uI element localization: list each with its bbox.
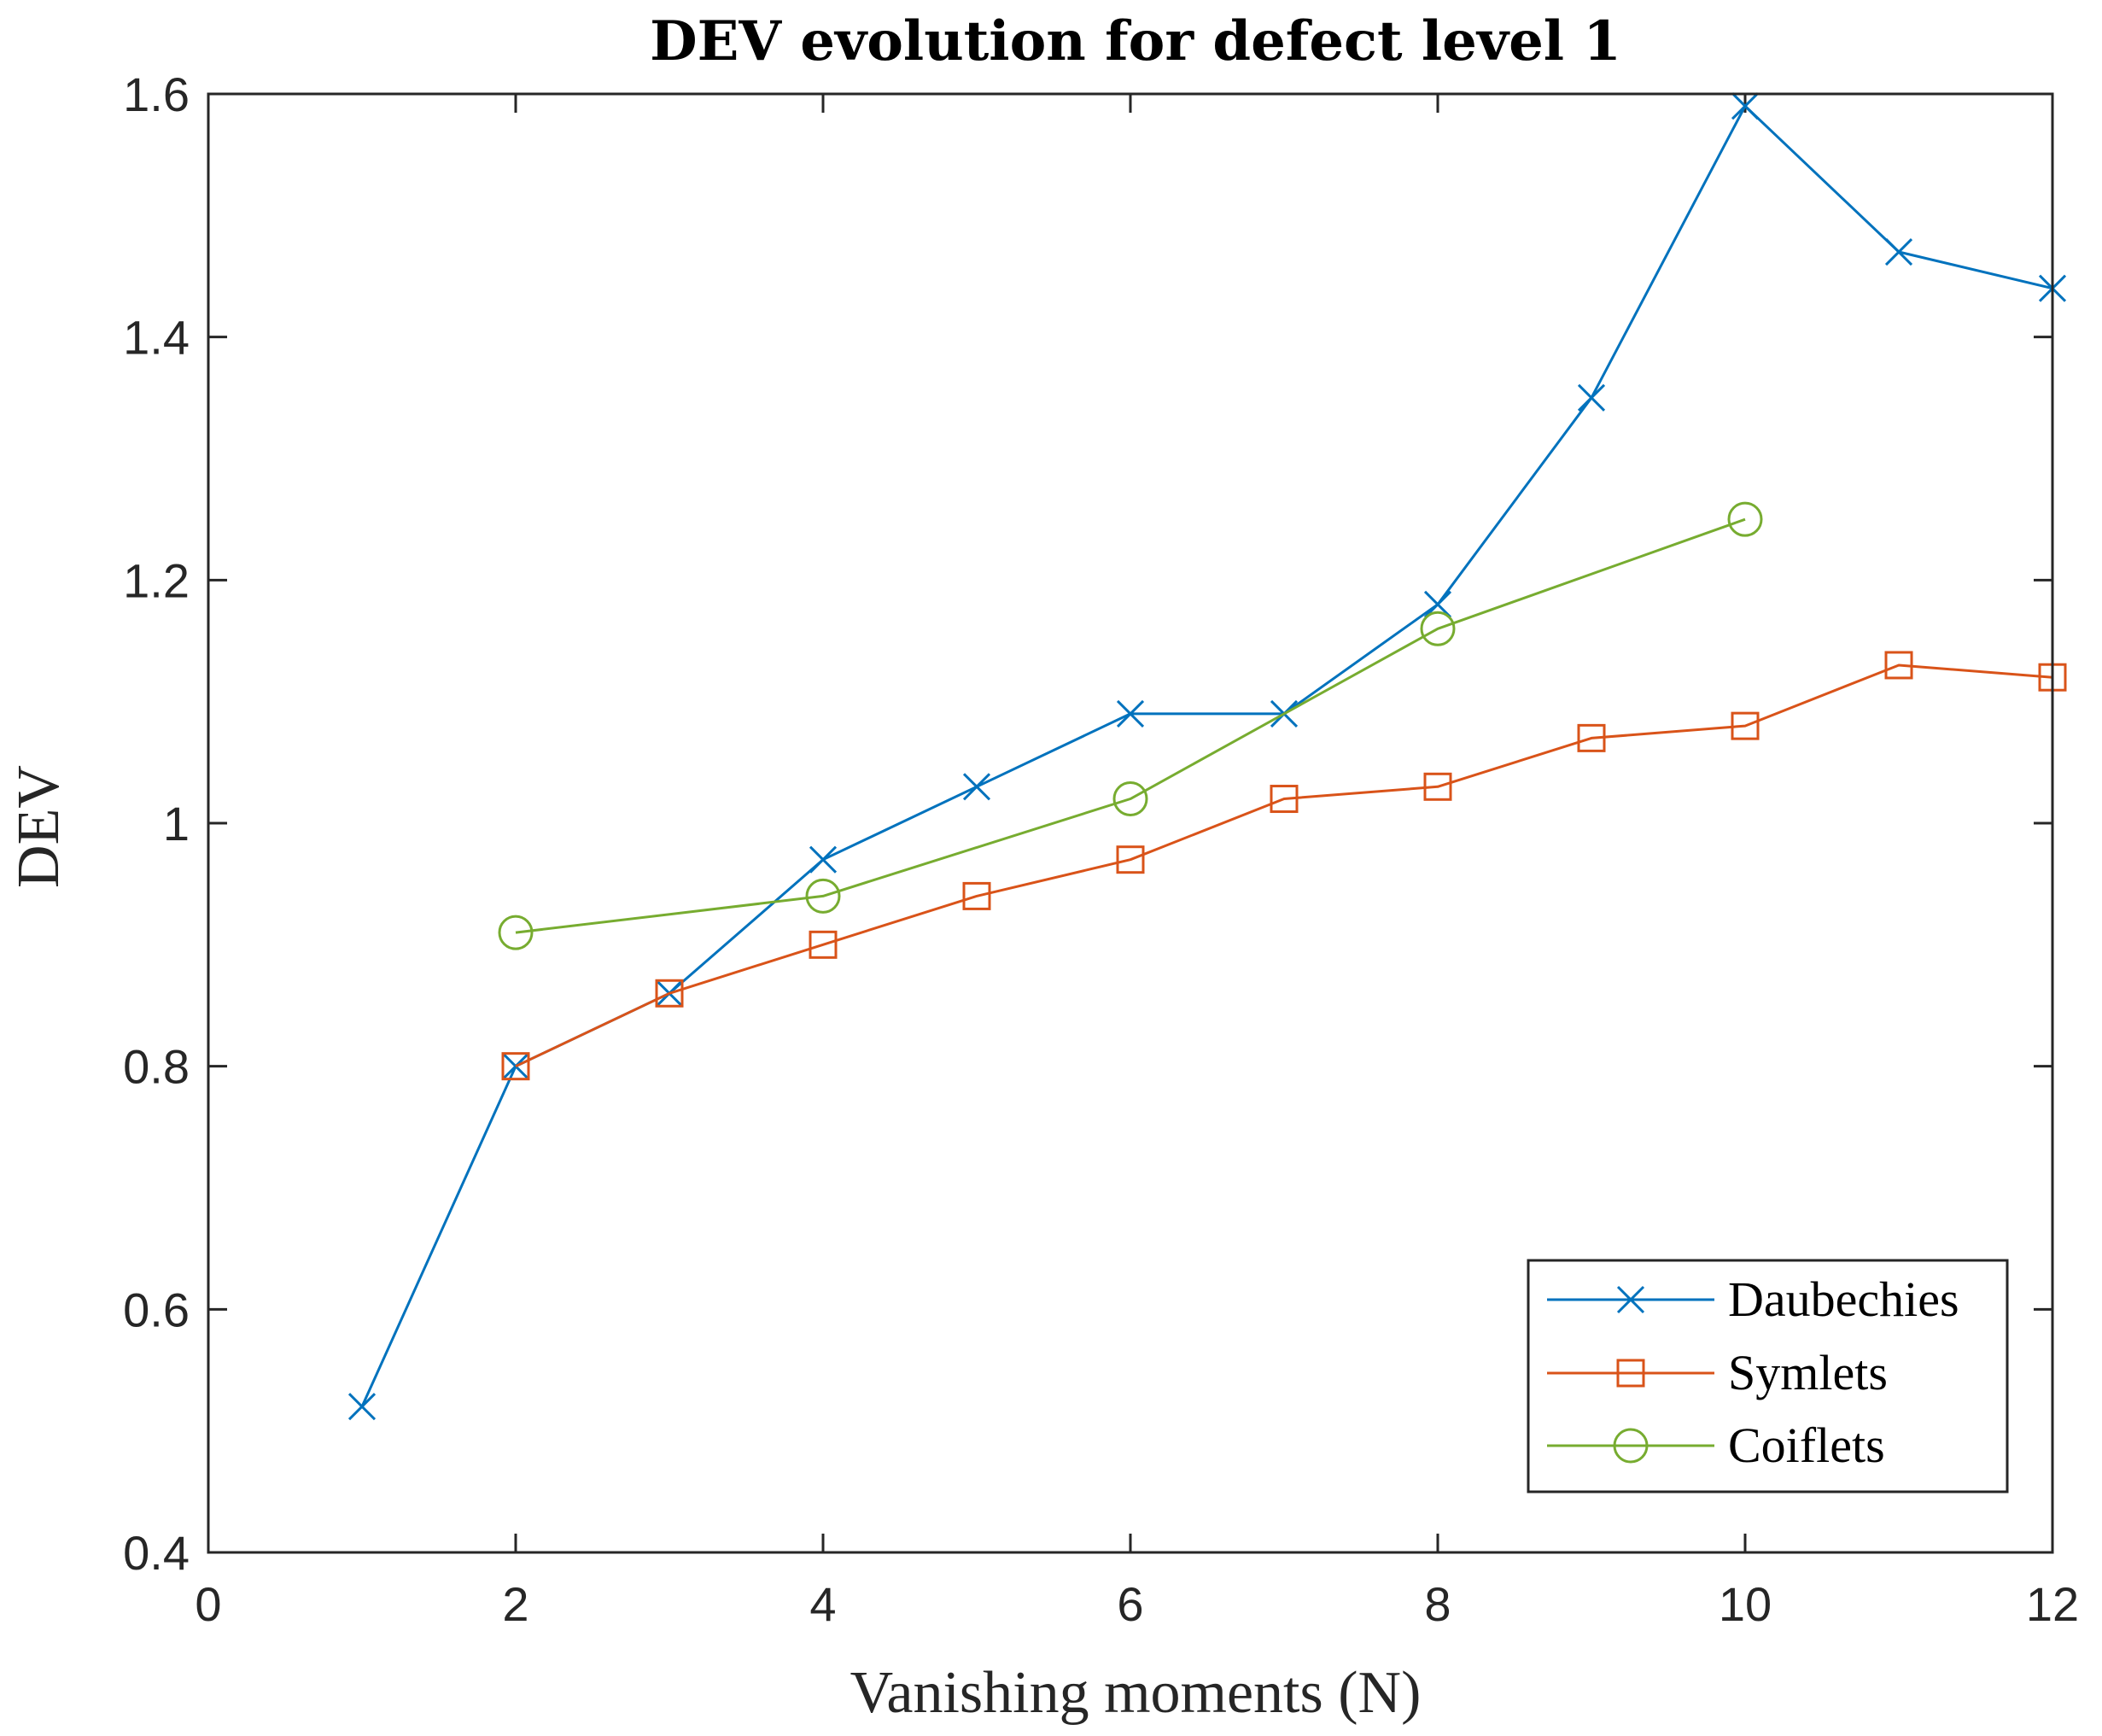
- x-tick-label: 4: [809, 1577, 836, 1631]
- y-tick-label: 1: [163, 797, 190, 850]
- legend-label-coiflets: Coiflets: [1728, 1417, 1885, 1473]
- x-marker-stroke: [1423, 590, 1452, 618]
- square-marker: [1731, 711, 1760, 740]
- x-marker-stroke: [962, 773, 991, 801]
- x-marker: [1884, 237, 1913, 266]
- chart-title: DEV evolution for defect level 1: [650, 9, 1621, 73]
- axis-ticks: 0 2 4 6 8 10 12 0.4 0.6 0.8 1 1.2 1.4 1.6: [123, 67, 2079, 1631]
- square-marker: [809, 930, 838, 959]
- square-marker: [655, 979, 684, 1008]
- square-marker: [501, 1052, 530, 1081]
- x-marker-stroke: [347, 1393, 377, 1421]
- plot-area-frame: [207, 92, 2054, 1554]
- x-marker: [1577, 383, 1606, 412]
- square-marker: [962, 881, 991, 910]
- x-marker-stroke: [1731, 92, 1760, 120]
- x-marker-stroke: [1884, 237, 1913, 266]
- circle-marker: [1613, 1428, 1649, 1464]
- legend: Daubechies Symlets Coiflets: [1527, 1259, 2009, 1493]
- x-tick-label: 0: [195, 1577, 221, 1631]
- square-marker: [1884, 651, 1913, 680]
- legend-x-marker: [1616, 1285, 1645, 1314]
- legend-entry-coiflets: Coiflets: [1547, 1417, 1885, 1473]
- circle-marker: [1727, 501, 1763, 537]
- series-line-symlets: [515, 663, 2053, 1068]
- circle-marker: [1420, 611, 1456, 646]
- x-marker: [1731, 92, 1760, 120]
- square-marker: [1116, 845, 1145, 874]
- y-tick-label: 0.4: [123, 1526, 190, 1580]
- x-tick-label: 12: [2026, 1577, 2079, 1631]
- x-tick-label: 2: [502, 1577, 528, 1631]
- x-marker: [1116, 699, 1145, 728]
- legend-label-daubechies: Daubechies: [1728, 1271, 1959, 1327]
- circle-marker: [1112, 781, 1148, 817]
- legend-label-symlets: Symlets: [1728, 1345, 1888, 1400]
- y-tick-label: 1.6: [123, 67, 190, 121]
- series-line-coiflets: [515, 517, 1746, 934]
- y-tick-label: 0.8: [123, 1040, 190, 1094]
- x-tick-label: 10: [1719, 1577, 1772, 1631]
- x-marker: [809, 845, 838, 874]
- series-coiflets: [498, 501, 1763, 950]
- x-marker: [1423, 590, 1452, 618]
- square-marker: [1616, 1359, 1645, 1388]
- square-marker: [1423, 772, 1452, 801]
- y-tick-label: 1.2: [123, 553, 190, 607]
- series-layer: [347, 92, 2067, 1421]
- x-axis-label: Vanishing moments (N): [850, 1660, 1422, 1726]
- x-marker-stroke: [1116, 699, 1145, 728]
- square-marker: [1577, 723, 1606, 752]
- x-marker: [962, 773, 991, 801]
- x-marker-stroke: [809, 845, 838, 874]
- square-marker: [1270, 785, 1299, 814]
- x-marker: [347, 1393, 377, 1421]
- x-tick-label: 8: [1424, 1577, 1451, 1631]
- legend-entry-symlets: Symlets: [1547, 1345, 1888, 1400]
- y-axis-label: DEV: [6, 765, 72, 888]
- y-tick-label: 0.6: [123, 1283, 190, 1336]
- circle-marker: [498, 915, 534, 950]
- x-marker: [1616, 1285, 1645, 1314]
- x-marker-stroke: [1577, 383, 1606, 412]
- x-tick-label: 6: [1117, 1577, 1143, 1631]
- legend-entry-daubechies: Daubechies: [1547, 1271, 1959, 1327]
- legend-square-marker: [1616, 1359, 1645, 1388]
- x-marker-stroke: [1616, 1285, 1645, 1314]
- legend-circle-marker: [1613, 1428, 1649, 1464]
- circle-marker: [805, 878, 841, 914]
- y-tick-label: 1.4: [123, 311, 190, 365]
- series-symlets: [501, 651, 2067, 1081]
